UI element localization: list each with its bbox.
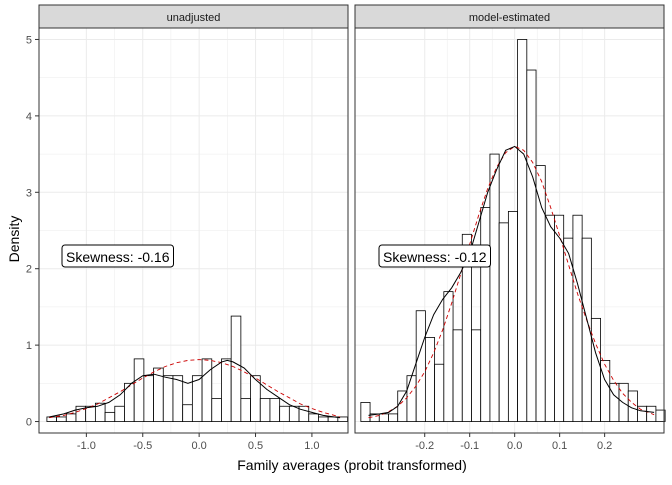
- panels-layer: unadjusted -1.0 -0.5 0.0 0.5 1.0 Skewness: -0.…: [38, 4, 666, 452]
- histogram-bar: [308, 413, 319, 422]
- histogram-bar: [56, 416, 67, 422]
- x-tick-label: 0.0: [507, 440, 522, 452]
- histogram-bar: [489, 153, 500, 422]
- y-axis-title: Density: [6, 216, 22, 263]
- histogram-bar: [415, 310, 426, 422]
- panel-border: [38, 27, 349, 434]
- histogram-bars: [360, 39, 666, 422]
- histogram-bar: [563, 237, 574, 422]
- y-tick-label: 2: [26, 264, 32, 276]
- histogram-bar: [191, 375, 203, 422]
- histogram-bar: [452, 329, 463, 422]
- histogram-bar: [526, 69, 537, 422]
- y-axis: 0 1 2 3 4 5: [26, 34, 39, 429]
- skewness-label-box: [378, 244, 491, 268]
- facet-panel-1: unadjusted -1.0 -0.5 0.0 0.5 1.0 Skewness: -0.…: [38, 4, 349, 452]
- skewness-text: Skewness: -0.16: [66, 249, 170, 265]
- y-tick-label: 4: [26, 111, 32, 123]
- y-tick-label: 1: [26, 340, 32, 352]
- histogram-bar: [461, 233, 472, 422]
- histogram-bar: [609, 382, 620, 422]
- histogram-bar: [114, 405, 125, 422]
- panel-border: [354, 27, 665, 434]
- histogram-bar: [133, 358, 145, 422]
- x-tick-label: 0.0: [191, 440, 206, 452]
- histogram-bar: [378, 413, 389, 422]
- histogram-bar: [517, 39, 528, 422]
- histogram-bar: [471, 329, 482, 422]
- histogram-bar: [554, 214, 565, 422]
- histogram-bar: [143, 375, 154, 422]
- histogram-bar: [162, 375, 174, 422]
- histogram-bar: [406, 375, 417, 422]
- normal-curve-line: [368, 145, 655, 419]
- histogram-bar: [318, 416, 329, 422]
- histogram-bar: [360, 402, 371, 422]
- x-axis-2: -0.2 -0.1 0.0 0.1 0.2: [415, 433, 612, 452]
- histogram-bar: [443, 291, 454, 422]
- histogram-bar: [388, 413, 399, 422]
- histogram-bar: [618, 382, 629, 422]
- histogram-bar: [279, 405, 290, 422]
- histogram-bar: [637, 405, 648, 422]
- y-tick-label: 5: [26, 34, 32, 46]
- histogram-bar: [434, 363, 445, 422]
- facet-strip-label: unadjusted: [167, 12, 221, 24]
- histogram-bar: [590, 317, 601, 422]
- histogram-bar: [182, 404, 193, 422]
- histogram-bar: [507, 210, 518, 422]
- histogram-bar: [85, 405, 96, 422]
- x-tick-label: -1.0: [77, 440, 96, 452]
- histogram-bar: [240, 398, 251, 422]
- x-tick-label: 1.0: [304, 440, 319, 452]
- histogram-bar: [211, 398, 222, 422]
- x-tick-label: -0.2: [415, 440, 434, 452]
- x-tick-label: 0.2: [597, 440, 612, 452]
- y-tick-label: 0: [26, 417, 32, 429]
- histogram-bar: [221, 358, 232, 422]
- histogram-bar: [298, 405, 310, 422]
- histogram-bar: [259, 398, 271, 422]
- facet-strip-label: model-estimated: [469, 12, 550, 24]
- histogram-bar: [600, 360, 611, 422]
- skewness-annotation: Skewness: -0.16: [61, 244, 174, 268]
- density-curve-line: [48, 359, 341, 419]
- histogram-bar: [424, 337, 436, 422]
- y-tick-label: 3: [26, 187, 32, 199]
- histogram-bar: [498, 222, 509, 422]
- histogram-bar: [230, 315, 242, 422]
- histogram-bar: [544, 214, 555, 422]
- histogram-bar: [65, 413, 77, 422]
- histogram-bar: [104, 411, 116, 422]
- histogram-bar: [480, 207, 491, 422]
- x-tick-label: -0.5: [133, 440, 152, 452]
- density-curve-line: [368, 145, 655, 416]
- x-axis-title: Family averages (probit transformed): [237, 457, 467, 473]
- facet-panel-2: model-estimated -0.2 -0.1 0.0 0.1 0.2 Skewness…: [354, 4, 666, 452]
- histogram-bar: [572, 214, 583, 422]
- histogram-bars: [46, 315, 348, 422]
- skewness-annotation: Skewness: -0.12: [378, 244, 491, 268]
- x-axis-1: -1.0 -0.5 0.0 0.5 1.0: [77, 433, 320, 452]
- skewness-text: Skewness: -0.12: [383, 249, 487, 265]
- normal-curve-line: [49, 359, 341, 419]
- skewness-label-box: [61, 244, 174, 268]
- histogram-bar: [269, 398, 281, 422]
- histogram-bar: [655, 409, 666, 422]
- x-tick-label: 0.1: [552, 440, 567, 452]
- histogram-bar: [397, 390, 408, 422]
- histogram-bar: [172, 375, 184, 422]
- histogram-bar: [201, 358, 213, 422]
- x-tick-label: -0.1: [460, 440, 479, 452]
- x-tick-label: 0.5: [248, 440, 263, 452]
